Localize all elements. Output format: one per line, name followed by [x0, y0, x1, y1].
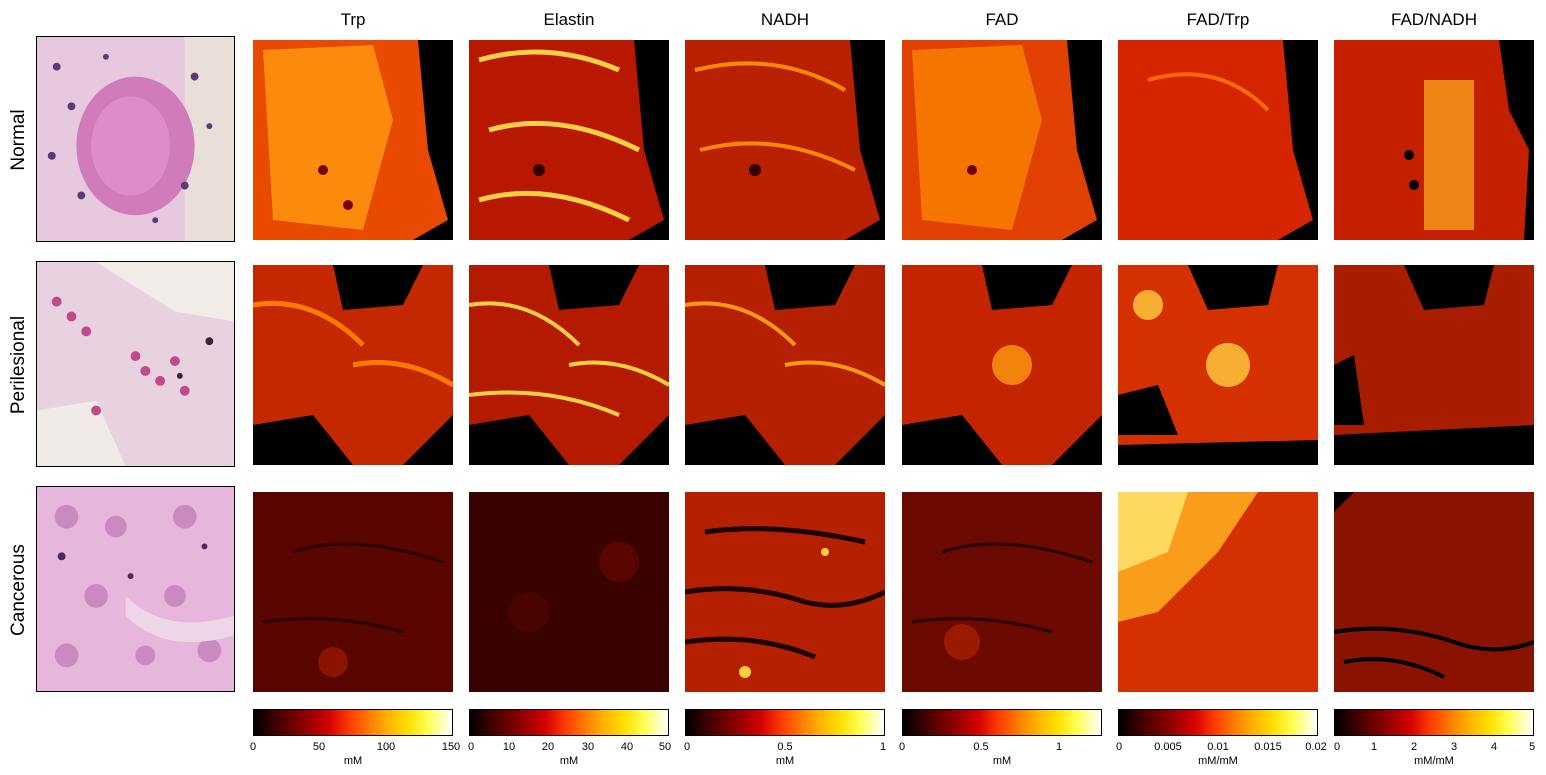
colorbar-tick-label: 4 — [1490, 741, 1498, 753]
colorbar-fad-trp — [1118, 709, 1318, 736]
colorbar-tick-label: 1 — [1055, 741, 1063, 753]
heatmap-perilesional-elastin — [469, 265, 669, 465]
colorbar-fad-nadh — [1334, 709, 1534, 736]
histology-image-normal — [36, 36, 235, 242]
colorbar-tick-label: 1 — [879, 741, 887, 753]
colorbar-fad — [902, 709, 1102, 736]
heatmap-normal-nadh — [685, 40, 885, 240]
colorbar-tick-label: 50 — [658, 741, 672, 753]
colorbar-trp — [253, 709, 453, 736]
heatmap-perilesional-fad-nadh — [1334, 265, 1534, 465]
colorbar-unit-label: mM — [559, 755, 579, 767]
column-title-fad: FAD — [985, 10, 1019, 29]
colorbar-tick-label: 3 — [1450, 741, 1458, 753]
heatmap-normal-trp — [253, 40, 453, 240]
histology-image-perilesional — [36, 261, 235, 467]
colorbar-elastin — [469, 709, 669, 736]
colorbar-unit-label: mM — [775, 755, 795, 767]
heatmap-cancerous-fad-nadh — [1334, 492, 1534, 692]
column-title-fad-nadh: FAD/NADH — [1391, 10, 1477, 29]
heatmap-perilesional-nadh — [685, 265, 885, 465]
colorbar-tick-label: 0 — [1333, 741, 1341, 753]
column-title-fad-trp: FAD/Trp — [1186, 10, 1250, 29]
row-label-perilesional: Perilesional — [8, 315, 29, 415]
heatmap-cancerous-trp — [253, 492, 453, 692]
heatmap-normal-elastin — [469, 40, 669, 240]
colorbar-tick-label: 0 — [898, 741, 906, 753]
colorbar-tick-label: 0.5 — [973, 741, 989, 753]
heatmap-perilesional-fad-trp — [1118, 265, 1318, 465]
heatmap-normal-fad-nadh — [1334, 40, 1534, 240]
colorbar-nadh — [685, 709, 885, 736]
colorbar-tick-label: 20 — [541, 741, 555, 753]
colorbar-tick-label: 0 — [249, 741, 257, 753]
colorbar-tick-label: 30 — [581, 741, 595, 753]
colorbar-tick-label: 0.005 — [1154, 741, 1182, 753]
colorbar-tick-label: 0 — [467, 741, 475, 753]
histology-image-cancerous — [36, 486, 235, 692]
colorbar-unit-label: mM/mM — [1198, 755, 1238, 767]
heatmap-normal-fad-trp — [1118, 40, 1318, 240]
heatmap-cancerous-fad — [902, 492, 1102, 692]
column-title-nadh: NADH — [760, 10, 810, 29]
colorbar-tick-label: 0.01 — [1207, 741, 1229, 753]
colorbar-tick-label: 100 — [376, 741, 396, 753]
colorbar-tick-label: 0.015 — [1254, 741, 1282, 753]
column-title-trp: Trp — [340, 10, 366, 29]
colorbar-tick-label: 0 — [683, 741, 691, 753]
heatmap-perilesional-trp — [253, 265, 453, 465]
heatmap-cancerous-elastin — [469, 492, 669, 692]
column-title-elastin: Elastin — [543, 10, 595, 29]
colorbar-unit-label: mM — [992, 755, 1012, 767]
heatmap-cancerous-nadh — [685, 492, 885, 692]
heatmap-normal-fad — [902, 40, 1102, 240]
colorbar-unit-label: mM/mM — [1414, 755, 1454, 767]
colorbar-unit-label: mM — [343, 755, 363, 767]
colorbar-tick-label: 0.02 — [1305, 741, 1327, 753]
colorbar-tick-label: 1 — [1370, 741, 1378, 753]
heatmap-cancerous-fad-trp — [1118, 492, 1318, 692]
colorbar-tick-label: 2 — [1410, 741, 1418, 753]
row-label-cancerous: Cancerous — [8, 544, 29, 636]
colorbar-tick-label: 50 — [312, 741, 326, 753]
row-label-normal: Normal — [8, 109, 29, 171]
colorbar-tick-label: 150 — [441, 741, 461, 753]
heatmap-perilesional-fad — [902, 265, 1102, 465]
colorbar-tick-label: 40 — [620, 741, 634, 753]
colorbar-tick-label: 10 — [502, 741, 516, 753]
colorbar-tick-label: 0 — [1115, 741, 1123, 753]
colorbar-tick-label: 5 — [1528, 741, 1536, 753]
colorbar-tick-label: 0.5 — [777, 741, 793, 753]
